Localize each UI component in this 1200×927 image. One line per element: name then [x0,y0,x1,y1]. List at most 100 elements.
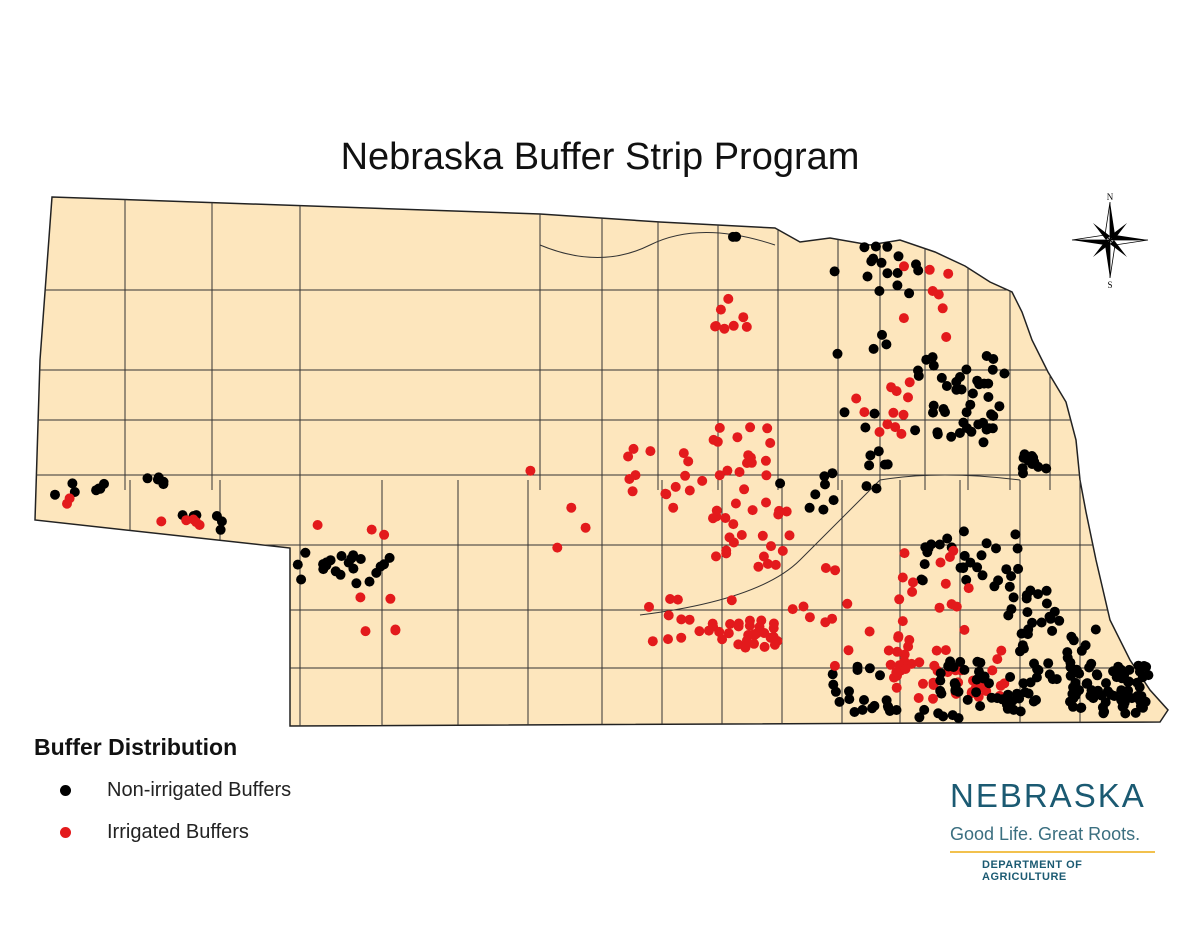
non-irrigated-buffer-point [1027,617,1038,628]
non-irrigated-buffer-point [1076,702,1087,713]
non-irrigated-buffer-point [318,559,329,570]
irrigated-buffer-point [728,519,739,530]
non-irrigated-buffer-point [820,479,830,490]
irrigated-buffer-point [882,419,893,430]
irrigated-buffer-point [891,682,902,693]
irrigated-buffer-point [943,268,954,279]
irrigated-buffer-point [981,686,992,696]
irrigated-buffer-point [672,594,683,605]
non-irrigated-buffer-point [936,372,947,383]
irrigated-buffer-point [777,545,788,556]
irrigated-buffer-point [946,599,957,610]
non-irrigated-buffer-point [1003,689,1013,700]
irrigated-buffer-point [904,377,915,388]
irrigated-buffer-point [188,514,199,525]
irrigated-buffer-point [893,631,904,642]
non-irrigated-buffer-point [961,364,972,375]
non-irrigated-buffer-point [1130,707,1141,718]
irrigated-buffer-point [181,515,192,526]
non-irrigated-buffer-point [819,471,830,482]
compass-rose-icon: N S W E [1071,192,1149,290]
irrigated-buffer-point [903,392,913,403]
irrigated-buffer-point [676,632,687,643]
irrigated-buffer-point [647,636,658,647]
non-irrigated-buffer-point [829,266,840,277]
irrigated-buffer-point [708,434,719,445]
non-irrigated-buffer-point [919,704,930,715]
non-irrigated-buffer-point [1005,672,1016,682]
non-irrigated-buffer-point [862,271,873,282]
irrigated-buffer-point [759,641,770,652]
irrigated-buffer-point [745,422,756,433]
irrigated-buffer-point [624,474,635,484]
non-irrigated-buffer-point [933,708,944,719]
non-irrigated-buffer-point [828,679,839,690]
non-irrigated-buffer-point [1041,585,1052,596]
logo-wordmark: NEBRASKA [950,777,1146,814]
non-irrigated-buffer-point [874,286,885,296]
non-irrigated-buffer-point [993,575,1004,586]
irrigated-buffer-point [730,498,741,509]
non-irrigated-buffer-point [1124,664,1135,675]
irrigated-buffer-point [703,625,714,636]
non-irrigated-buffer-point [384,552,395,563]
irrigated-buffer-point [736,530,747,540]
non-irrigated-buffer-point [975,701,986,712]
non-irrigated-buffer-point [152,474,163,485]
irrigated-buffer-point [723,628,734,639]
non-irrigated-buffer-point [1099,706,1110,717]
non-irrigated-buffer-point [1013,563,1024,574]
non-irrigated-buffer-point [943,661,954,671]
non-irrigated-buffer-point [50,489,60,500]
non-irrigated-buffer-point [828,495,839,506]
non-irrigated-buffer-point [67,478,78,489]
irrigated-buffer-point [711,505,722,516]
non-irrigated-buffer-point [891,705,902,715]
non-irrigated-buffer-point [994,401,1005,412]
irrigated-buffer-point [924,264,935,275]
non-irrigated-buffer-point [1082,678,1093,689]
non-irrigated-buffer-point [876,257,887,268]
non-irrigated-buffer-point [1068,635,1079,646]
irrigated-buffer-point [740,642,751,653]
irrigated-buffer-point [898,409,909,420]
irrigated-buffer-point [934,602,945,613]
non-irrigated-buffer-point [1018,468,1028,479]
non-irrigated-buffer-point [935,668,946,679]
non-irrigated-buffer-point [1134,695,1145,706]
non-irrigated-buffer-point [927,352,938,363]
non-irrigated-buffer-point [946,431,957,442]
irrigated-buffer-point [762,423,773,434]
non-irrigated-buffer-point [966,426,977,437]
non-irrigated-buffer-point [999,368,1010,379]
irrigated-buffer-point [900,664,911,674]
non-irrigated-buffer-point [935,675,946,686]
non-irrigated-buffer-point [775,478,786,489]
irrigated-buffer-point [760,455,771,466]
non-irrigated-buffer-point [364,576,375,587]
non-irrigated-buffer-point [1021,590,1032,601]
non-irrigated-buffer-point [873,446,884,457]
buffer-points [50,231,1154,724]
irrigated-buffer-point [940,578,951,589]
non-irrigated-buffer-point [961,407,972,418]
non-irrigated-buffer-point [953,686,964,697]
irrigated-buffer-point [722,465,733,476]
irrigated-buffer-point [697,475,708,486]
irrigated-buffer-point [390,625,401,636]
irrigated-buffer-point [883,645,894,656]
irrigated-buffer-point [645,446,656,457]
non-irrigated-buffer-point [839,407,850,418]
irrigated-buffer-point [676,614,687,625]
irrigated-buffer-point [903,641,914,652]
irrigated-buffer-point [941,332,952,342]
non-irrigated-buffer-point [1054,615,1065,626]
non-irrigated-buffer-point [864,460,875,471]
non-irrigated-buffer-point [355,554,366,564]
irrigated-buffer-point [773,509,784,520]
irrigated-buffer-point [355,592,366,603]
legend-title: Buffer Distribution [34,734,238,760]
non-irrigated-buffer-point [893,251,904,262]
irrigated-buffer-point [312,520,323,530]
